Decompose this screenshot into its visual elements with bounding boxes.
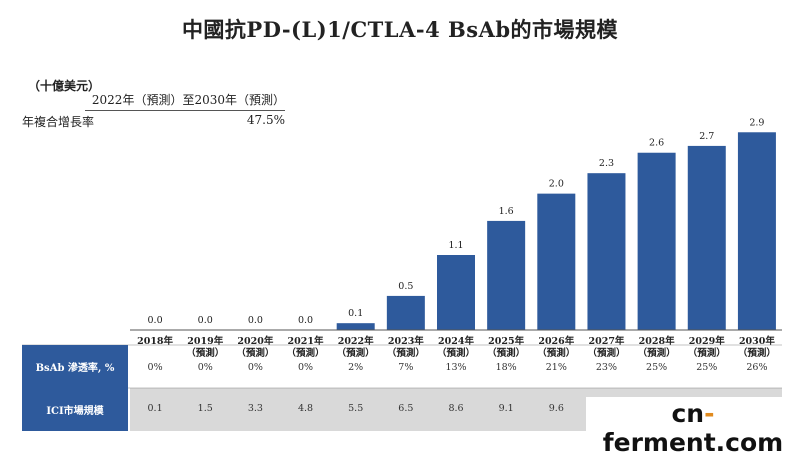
table-cell-1-4: 5.5 [348,403,363,414]
bar-value-label-5: 0.5 [398,281,413,292]
category-label-8-1: （預測） [537,347,575,359]
table-cell-0-1: 0% [198,362,213,373]
table-cell-0-2: 0% [248,362,263,373]
category-label-7-0: 2025年 [488,335,524,347]
table-cell-1-7: 9.1 [499,403,514,414]
bar-6 [437,255,475,330]
category-label-4-0: 2022年 [338,335,374,347]
table-cell-0-3: 0% [298,362,313,373]
table-cell-0-7: 18% [496,362,517,373]
row-label-ici-market-size: ICI市場規模 [22,388,128,431]
category-label-3-0: 2021年 [288,335,324,347]
category-label-1-1: （預測） [186,347,224,359]
table-cell-0-5: 7% [398,362,413,373]
category-label-11-1: （預測） [688,347,726,359]
bar-value-label-8: 2.0 [549,179,564,190]
cagr-value: 47.5% [246,113,285,127]
category-label-8-0: 2026年 [538,335,574,347]
bar-value-label-2: 0.0 [248,315,263,326]
table-cell-0-11: 25% [696,362,717,373]
table-cell-0-4: 2% [348,362,363,373]
table-cell-1-6: 8.6 [448,403,463,414]
category-label-9-0: 2027年 [588,335,624,347]
table-cell-1-8: 9.6 [549,403,564,414]
bar-11 [687,145,726,330]
table-cell-1-5: 6.5 [398,403,413,414]
bar-8 [537,193,576,330]
category-label-12-0: 2030年 [739,335,775,347]
category-label-1-0: 2019年 [187,335,223,347]
table-cell-0-6: 13% [445,362,466,373]
category-label-2-0: 2020年 [237,335,273,347]
table-cell-0-10: 25% [646,362,667,373]
category-label-9-1: （預測） [587,347,625,359]
bar-5 [386,295,425,330]
category-label-3-1: （預測） [287,347,325,359]
table-cell-1-1: 1.5 [198,403,213,414]
category-label-11-0: 2029年 [689,335,725,347]
category-label-4-1: （預測） [337,347,375,359]
bar-value-label-4: 0.1 [348,308,363,319]
category-label-0-0: 2018年 [137,335,173,347]
bar-12 [737,132,776,330]
bar-value-label-10: 2.6 [649,138,664,149]
bar-value-label-7: 1.6 [499,206,514,217]
bar-value-label-9: 2.3 [599,158,614,169]
bar-value-label-12: 2.9 [749,117,764,128]
table-cell-0-8: 21% [546,362,567,373]
category-label-10-0: 2028年 [639,335,675,347]
unit-label: （十億美元） [28,79,101,93]
bar-value-label-1: 0.0 [198,315,213,326]
cagr-period-label: 2022年（預測）至2030年（預測） [85,91,285,111]
category-label-7-1: （預測） [487,347,525,359]
table-row-bg-penetration [130,345,782,388]
table-cell-0-0: 0% [148,362,163,373]
bar-chart: 0.02018年0%0.10.02019年（預測）0%1.50.02020年（預… [22,117,782,431]
category-label-6-0: 2024年 [438,335,474,347]
category-label-5-0: 2023年 [388,335,424,347]
watermark: cn-ferment.com [586,397,800,457]
category-label-2-1: （預測） [236,347,274,359]
bar-9 [587,173,626,330]
category-label-5-1: （預測） [387,347,425,359]
bar-7 [487,220,526,330]
bar-4 [336,323,375,330]
chart-title: 中國抗PD-(L)1/CTLA-4 BsAb的市場規模 [181,17,619,42]
bar-value-label-0: 0.0 [148,315,163,326]
cagr-label: 年複合增長率 [22,115,95,129]
category-label-10-1: （預測） [638,347,676,359]
table-cell-0-9: 23% [596,362,617,373]
category-label-12-1: （預測） [738,347,776,359]
bar-10 [637,152,676,330]
bar-value-label-6: 1.1 [448,240,463,251]
table-cell-1-3: 4.8 [298,403,313,414]
category-label-6-1: （預測） [437,347,475,359]
table-cell-1-0: 0.1 [148,403,163,414]
bar-value-label-3: 0.0 [298,315,313,326]
table-cell-0-12: 26% [746,362,767,373]
table-cell-1-2: 3.3 [248,403,263,414]
bar-value-label-11: 2.7 [699,131,714,142]
watermark-text: cn-ferment.com [602,399,784,457]
row-label-bsab-penetration: BsAb 滲透率, % [22,345,128,388]
